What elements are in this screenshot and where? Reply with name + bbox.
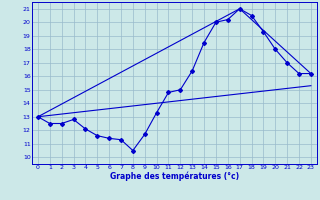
X-axis label: Graphe des températures (°c): Graphe des températures (°c) [110, 172, 239, 181]
